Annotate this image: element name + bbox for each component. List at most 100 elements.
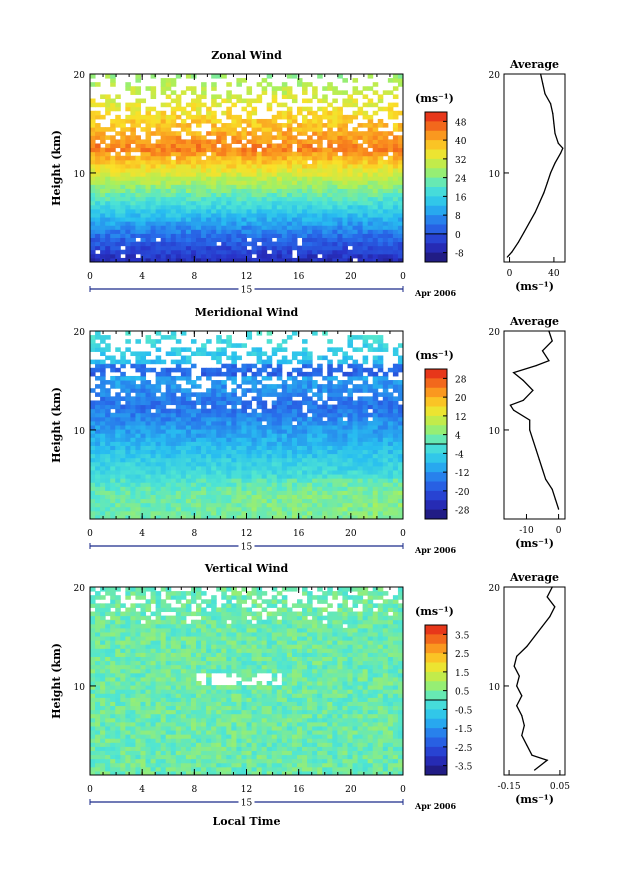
heatmap-cell <box>246 196 253 202</box>
heatmap-cell <box>100 437 106 442</box>
heatmap-cell <box>110 74 116 79</box>
heatmap-cell <box>397 176 404 181</box>
heatmap-cell <box>241 482 247 487</box>
heatmap-cell <box>357 204 364 210</box>
heatmap-cell <box>312 486 318 491</box>
heatmap-cell <box>105 135 111 140</box>
heatmap-cell <box>281 86 288 91</box>
heatmap-cell <box>185 404 192 410</box>
heatmap-cell <box>327 82 333 87</box>
heatmap-cell <box>286 474 293 479</box>
heatmap-cell <box>140 200 147 206</box>
heatmap-cell <box>352 225 359 230</box>
heatmap-cell <box>170 449 177 455</box>
heatmap-cell <box>276 392 283 397</box>
heatmap-cell <box>145 147 152 153</box>
heatmap-cell <box>165 425 172 430</box>
heatmap-cell <box>150 343 157 348</box>
heatmap-cell <box>332 449 338 455</box>
average-profile-point <box>557 142 559 144</box>
heatmap-cell <box>352 478 359 483</box>
heatmap-cell <box>266 490 273 495</box>
heatmap-cell <box>332 257 338 263</box>
heatmap-cell <box>155 347 162 352</box>
heatmap-cell <box>276 155 283 161</box>
heatmap-cell <box>342 380 348 385</box>
heatmap-cell <box>332 200 338 206</box>
heatmap-cell <box>286 155 293 161</box>
heatmap-cell <box>302 498 308 504</box>
heatmap-cell <box>190 380 197 385</box>
heatmap-cell <box>155 208 162 214</box>
heatmap-cell <box>377 249 384 255</box>
heatmap-cell <box>135 363 141 369</box>
panel-title: Zonal Wind <box>211 49 282 62</box>
heatmap-cell <box>372 502 379 508</box>
heatmap-cell <box>312 253 318 259</box>
heatmap-cell <box>367 461 374 467</box>
heatmap-cell <box>150 453 157 459</box>
heatmap-cell <box>357 445 364 451</box>
heatmap-cell <box>206 339 212 344</box>
heatmap-cell <box>261 441 268 446</box>
heatmap-cell <box>296 233 303 238</box>
heatmap-cell <box>150 106 157 112</box>
heatmap-cell <box>332 478 338 483</box>
heatmap-cell <box>327 396 333 401</box>
heatmap-cell <box>246 114 253 120</box>
heatmap-cell <box>327 420 333 426</box>
heatmap-cell <box>387 453 394 459</box>
heatmap-cell <box>231 257 237 263</box>
heatmap-cell <box>362 217 369 222</box>
heatmap-cell <box>241 498 247 504</box>
heatmap-cell <box>332 135 338 140</box>
heatmap-cell <box>377 118 384 124</box>
heatmap-cell <box>105 453 111 459</box>
heatmap-cell <box>377 486 384 491</box>
heatmap-cell <box>170 478 177 483</box>
heatmap-cell <box>357 200 364 206</box>
heatmap-cell <box>226 343 232 348</box>
heatmap-cell <box>216 347 222 352</box>
heatmap-cell <box>307 217 313 222</box>
heatmap-cell <box>130 139 136 144</box>
heatmap-cell <box>276 506 283 512</box>
heatmap-cell <box>221 437 227 442</box>
heatmap-cell <box>231 343 237 348</box>
heatmap-cell <box>357 253 364 259</box>
heatmap-cell <box>190 486 197 491</box>
heatmap-cell <box>362 155 369 161</box>
heatmap-cell <box>180 229 187 234</box>
heatmap-cell <box>377 159 384 165</box>
heatmap-cell <box>100 94 106 100</box>
heatmap-cell <box>281 131 288 136</box>
heatmap-cell <box>312 123 318 128</box>
heatmap-cell <box>140 433 147 438</box>
heatmap-cell <box>392 86 399 91</box>
heatmap-cell <box>125 237 131 243</box>
heatmap-cell <box>397 514 404 520</box>
heatmap-cell <box>105 233 111 238</box>
heatmap-cell <box>281 482 288 487</box>
heatmap-cell <box>130 257 136 263</box>
average-profile-point <box>552 112 554 115</box>
colorbar-segment <box>425 121 447 132</box>
heatmap-cell <box>271 163 278 169</box>
heatmap-cell <box>130 445 136 451</box>
heatmap-cell <box>100 375 106 381</box>
heatmap-cell <box>392 420 399 426</box>
heatmap-cell <box>377 482 384 487</box>
heatmap-cell <box>180 118 187 124</box>
heatmap-cell <box>276 253 283 259</box>
heatmap-cell <box>332 196 338 202</box>
heatmap-cell <box>100 147 106 153</box>
heatmap-cell <box>135 159 141 165</box>
heatmap-cell <box>206 106 212 112</box>
heatmap-cell <box>246 502 253 508</box>
heatmap-cell <box>241 490 247 495</box>
heatmap-cell <box>317 367 323 373</box>
heatmap-cell <box>95 188 101 194</box>
heatmap-cell <box>180 400 187 406</box>
heatmap-cell <box>266 461 273 467</box>
